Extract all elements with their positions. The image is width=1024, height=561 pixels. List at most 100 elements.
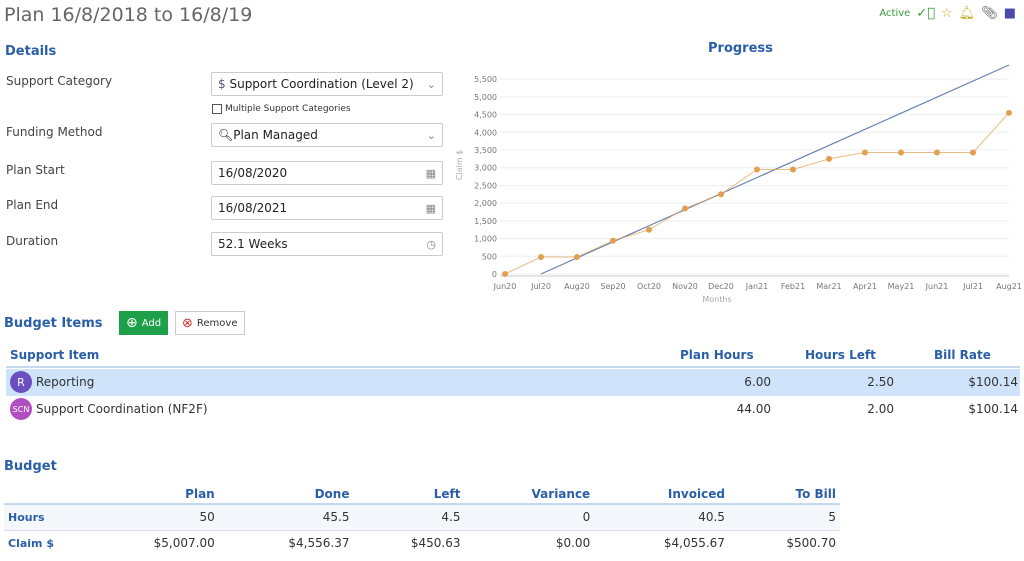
plan-start-input[interactable]: 16/08/2020 ▦ — [211, 161, 443, 185]
clock-icon: ◷ — [426, 237, 436, 251]
budget-table: Plan Done Left Variance Invoiced To Bill Hour… — [4, 484, 840, 556]
data-point — [574, 253, 580, 260]
support-category-select[interactable]: $ Support Coordination (Level 2) ⌄ — [211, 72, 443, 96]
budget-items-heading: Budget Items — [4, 316, 103, 331]
x-tick-label: May21 — [888, 282, 915, 291]
data-point — [754, 166, 760, 173]
plus-circle-icon: ⊕ — [126, 315, 138, 331]
budget-row-claim: Claim $ $5,007.00 $4,556.37 $450.63 $0.00 $4,… — [4, 530, 840, 556]
x-tick-label: Aug21 — [996, 282, 1022, 291]
col-left: Left — [433, 486, 461, 501]
cell: 50 — [84, 504, 219, 531]
col-to-bill: To Bill — [795, 486, 837, 501]
calendar-icon[interactable]: ▦ — [425, 166, 436, 180]
x-tick-label: Dec20 — [708, 282, 734, 291]
col-hours-left: Hours Left — [805, 348, 876, 362]
support-item-name: Support Coordination (NF2F) — [36, 402, 208, 416]
funding-method-label: Funding Method — [6, 125, 103, 139]
y-tick-label: 500 — [482, 252, 497, 261]
row-label: Hours — [4, 504, 84, 531]
actual-line — [504, 112, 1010, 275]
data-point — [718, 191, 724, 198]
funding-method-select[interactable]: 🔍︎Plan Managed ⌄ — [211, 123, 443, 147]
col-done: Done — [314, 486, 350, 501]
chevron-down-icon: ⌄ — [426, 77, 436, 91]
plan-hours: 44.00 — [736, 402, 771, 416]
star-icon[interactable]: ☆ — [941, 6, 953, 21]
data-point — [826, 155, 832, 162]
details-heading: Details — [5, 44, 57, 59]
plan-start-label: Plan Start — [6, 163, 65, 177]
budget-row-hours: Hours 50 45.5 4.5 0 40.5 5 — [4, 504, 840, 531]
support-category-label: Support Category — [6, 74, 113, 88]
y-tick-label: 1,500 — [474, 217, 497, 226]
cell: $4,055.67 — [663, 536, 725, 551]
data-point — [790, 166, 796, 173]
x-tick-label: Nov20 — [672, 282, 698, 291]
save-icon[interactable]: ■ — [1003, 6, 1016, 21]
x-tick-label: Jan21 — [745, 282, 769, 291]
plan-end-input[interactable]: 16/08/2021 ▦ — [211, 196, 443, 220]
magnifier-icon: 🔍︎ — [218, 128, 234, 142]
y-tick-label: 5,000 — [474, 93, 497, 102]
data-point — [646, 226, 652, 233]
y-tick-label: 5,500 — [474, 75, 497, 84]
add-button[interactable]: ⊕ Add — [119, 311, 169, 335]
y-tick-label: 3,000 — [474, 164, 497, 173]
multiple-categories-checkbox[interactable]: Multiple Support Categories — [212, 104, 351, 114]
cell: 40.5 — [594, 504, 729, 531]
bill-rate: $100.14 — [968, 402, 1018, 416]
chevron-down-icon: ⌄ — [426, 128, 436, 142]
dollar-icon: $ — [218, 77, 226, 91]
x-tick-label: Jun21 — [925, 282, 949, 291]
duration-input[interactable]: 52.1 Weeks ◷ — [211, 232, 443, 256]
avatar: SCN — [10, 398, 32, 420]
y-tick-label: 2,500 — [474, 181, 497, 190]
hours-left: 2.00 — [867, 402, 894, 416]
hours-left: 2.50 — [867, 375, 894, 389]
x-tick-label: Feb21 — [781, 282, 805, 291]
cell: 45.5 — [218, 504, 354, 531]
budget-heading: Budget — [4, 459, 57, 474]
cell: $0.00 — [555, 536, 591, 551]
col-variance: Variance — [531, 486, 591, 501]
col-plan: Plan — [185, 486, 215, 501]
data-point — [1006, 109, 1012, 116]
check-circle-icon[interactable]: ✓⃝ — [916, 6, 936, 21]
x-axis-label: Months — [702, 295, 731, 304]
cell: $4,556.37 — [288, 536, 350, 551]
page-title: Plan 16/8/2018 to 16/8/19 — [4, 4, 253, 26]
x-tick-label: Jul21 — [962, 282, 983, 291]
data-point — [862, 149, 868, 156]
header-actions: Active ✓⃝ ☆ 🔔︎ 📎︎ ■ — [879, 6, 1016, 21]
x-tick-label: Apr21 — [853, 282, 877, 291]
x-tick-label: Sep20 — [600, 282, 625, 291]
bell-icon[interactable]: 🔔︎ — [958, 6, 976, 21]
data-point — [538, 253, 544, 260]
calendar-icon[interactable]: ▦ — [425, 201, 436, 215]
data-point — [502, 271, 508, 277]
data-point — [682, 205, 688, 212]
table-row[interactable]: SCN Support Coordination (NF2F) 44.00 2.… — [6, 396, 1020, 423]
x-tick-label: Jul20 — [530, 282, 551, 291]
table-row[interactable]: R Reporting 6.00 2.50 $100.14 — [6, 369, 1020, 396]
data-point — [610, 237, 616, 244]
remove-button[interactable]: ⊗ Remove — [175, 311, 245, 335]
data-point — [934, 149, 940, 156]
col-bill-rate: Bill Rate — [934, 348, 991, 362]
cell: $5,007.00 — [153, 536, 215, 551]
plan-hours: 6.00 — [744, 375, 771, 389]
duration-label: Duration — [6, 234, 59, 248]
y-tick-label: 3,500 — [474, 146, 497, 155]
x-tick-label: Oct20 — [637, 282, 661, 291]
y-tick-label: 0 — [492, 270, 497, 279]
progress-chart: 0 500 1,000 1,500 2,000 2,500 3,000 3,500 4,000 4… — [455, 64, 1022, 304]
x-tick-label: Mar21 — [816, 282, 841, 291]
y-tick-label: 4,000 — [474, 128, 497, 137]
col-invoiced: Invoiced — [667, 486, 725, 501]
support-item-name: Reporting — [36, 375, 95, 389]
y-tick-label: 1,000 — [474, 235, 497, 244]
col-plan-hours: Plan Hours — [680, 348, 754, 362]
x-tick-label: Jun20 — [493, 282, 517, 291]
paperclip-icon[interactable]: 📎︎ — [981, 6, 998, 21]
